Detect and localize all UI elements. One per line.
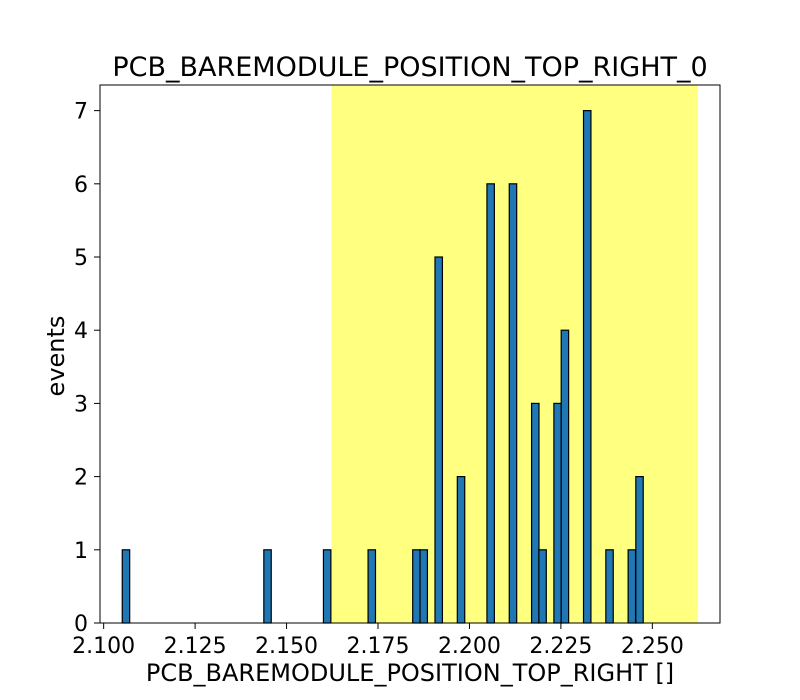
x-axis: 2.100 2.125 2.150 2.175 2.200 2.225 2.250 [72,623,684,659]
histogram-bar [419,549,429,624]
histogram-bar [553,402,562,624]
y-tick-label: 7 [74,100,88,125]
histogram-bar [582,110,592,624]
histogram-bar [412,549,421,624]
x-tick-label: 2.125 [164,634,227,659]
x-tick-label: 2.150 [255,634,318,659]
y-tick-label: 2 [74,466,88,491]
y-axis: 0 1 2 3 4 5 6 7 [74,100,100,637]
x-tick-label: 2.200 [438,634,501,659]
histogram-bar [530,402,540,624]
y-tick-label: 6 [74,173,88,198]
plot-frame [99,84,721,624]
histogram-bar [263,549,272,624]
histogram-bar [508,183,518,624]
y-tick-label: 1 [74,539,88,564]
histogram-bar [538,549,547,624]
y-axis-label: events [42,316,70,397]
y-tick-label: 3 [74,392,88,417]
histogram-bar [635,476,644,624]
chart-title: PCB_BAREMODULE_POSITION_TOP_RIGHT_0 [112,52,707,83]
histogram-bar [560,329,570,624]
histogram-bar [456,476,466,624]
x-tick-label: 2.250 [621,634,684,659]
y-tick-label: 5 [74,246,88,271]
x-axis-label: PCB_BAREMODULE_POSITION_TOP_RIGHT [] [146,659,674,687]
y-tick-label: 0 [74,612,88,637]
x-tick-label: 2.100 [72,634,135,659]
histogram-bar [434,256,444,624]
x-tick-label: 2.175 [347,634,410,659]
histogram-bar [627,549,637,624]
x-tick-label: 2.225 [529,634,592,659]
histogram-bar [486,183,495,624]
histogram-bar [121,549,131,624]
y-tick-label: 4 [74,319,88,344]
histogram-bar [322,549,332,624]
histogram-bar [605,549,614,624]
histogram-bar [367,549,377,624]
